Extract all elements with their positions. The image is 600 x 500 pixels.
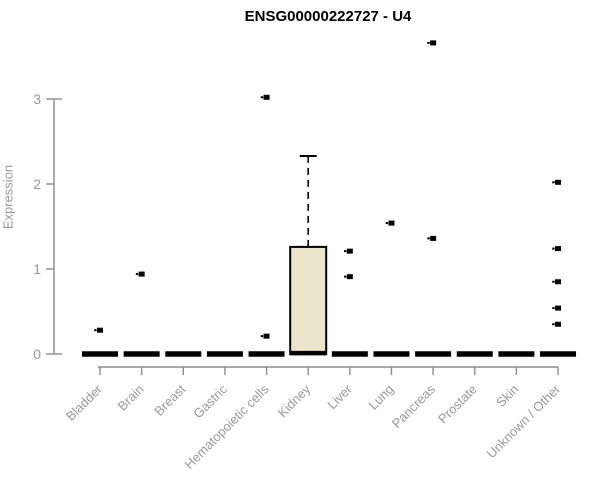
outlier-point-nub xyxy=(427,41,430,44)
x-tick-label: Breast xyxy=(151,381,188,418)
box-collapsed-prostate xyxy=(456,351,493,357)
outlier-point xyxy=(555,321,562,327)
box-collapsed-unknown-other xyxy=(540,351,577,357)
x-tick-label: Unknown / Other xyxy=(484,381,564,461)
x-tick-label: Kidney xyxy=(275,381,314,420)
outlier-point-nub xyxy=(260,335,264,338)
outlier-point xyxy=(138,271,145,277)
outlier-point xyxy=(346,274,353,280)
outlier-point-nub xyxy=(344,275,347,278)
outlier-point xyxy=(555,305,562,311)
y-tick-label: 1 xyxy=(33,261,41,277)
outlier-point-nub xyxy=(552,307,555,310)
x-tick-label: Bladder xyxy=(63,381,106,424)
outlier-point-nub xyxy=(135,273,139,276)
outlier-point-nub xyxy=(94,329,97,332)
outlier-point-nub xyxy=(385,222,389,225)
outlier-point-nub xyxy=(552,323,555,326)
outlier-point-nub xyxy=(552,181,555,184)
outlier-point xyxy=(555,279,562,285)
outlier-point xyxy=(263,94,270,100)
box-collapsed-gastric xyxy=(206,351,243,357)
box-kidney xyxy=(289,245,328,355)
outlier-point-nub xyxy=(552,247,555,250)
y-tick-label: 0 xyxy=(33,346,41,362)
outlier-point xyxy=(263,333,270,339)
outlier-point-nub xyxy=(344,250,347,253)
box-collapsed-pancreas xyxy=(415,351,452,357)
chart-title: ENSG00000222727 - U4 xyxy=(244,8,412,25)
x-tick-label: Pancreas xyxy=(389,381,439,431)
outlier-point xyxy=(97,327,103,333)
box-collapsed-brain xyxy=(123,351,160,357)
x-tick-label: Brain xyxy=(115,382,147,414)
outlier-point xyxy=(555,179,562,185)
outlier-point xyxy=(346,248,353,254)
outlier-point xyxy=(430,235,437,241)
box-collapsed-bladder xyxy=(82,351,118,357)
x-tick-label: Liver xyxy=(324,381,355,412)
outlier-point-nub xyxy=(260,96,264,99)
box-collapsed-breast xyxy=(165,351,202,357)
box-collapsed-lung xyxy=(373,351,410,357)
y-tick-label: 3 xyxy=(33,91,41,107)
box-collapsed-skin xyxy=(498,351,535,357)
outlier-point xyxy=(388,220,395,226)
outlier-point xyxy=(430,40,437,46)
x-tick-label: Skin xyxy=(493,382,521,410)
box-collapsed-liver xyxy=(331,351,368,357)
x-tick-label: Gastric xyxy=(190,381,230,421)
box-collapsed-hematopoietic-cells xyxy=(248,351,285,357)
outlier-point-nub xyxy=(552,280,555,283)
y-tick-label: 2 xyxy=(33,176,41,192)
outlier-point xyxy=(555,246,562,252)
x-tick-label: Prostate xyxy=(435,382,480,427)
x-tick-label: Lung xyxy=(366,382,397,413)
outlier-point-nub xyxy=(427,237,430,240)
